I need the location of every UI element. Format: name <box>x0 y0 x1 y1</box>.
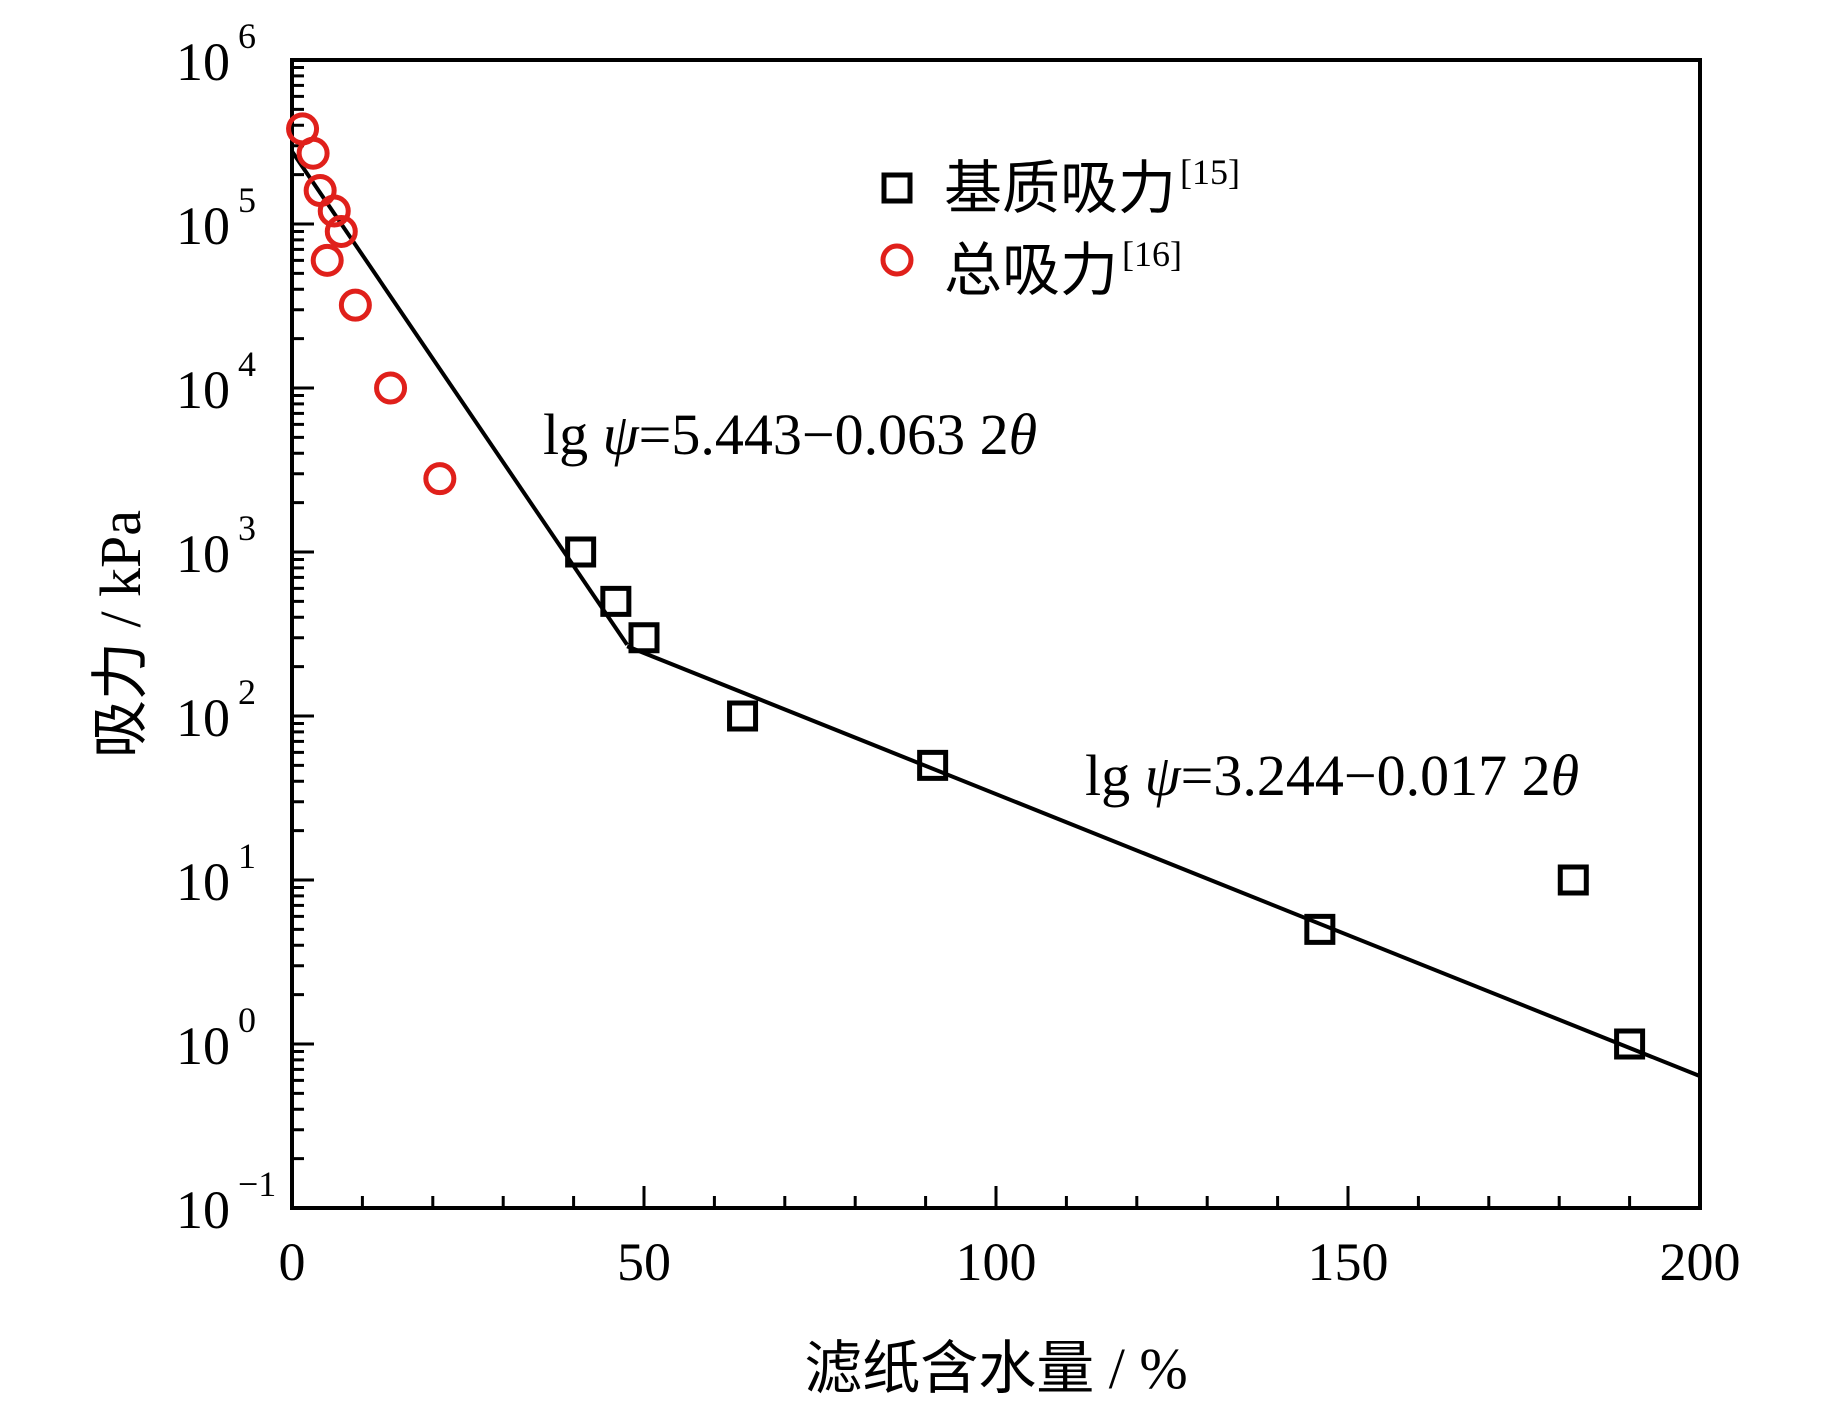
axis-ticks <box>290 58 1702 1210</box>
y-tick-label: 10 3 <box>176 508 256 584</box>
svg-text:4: 4 <box>238 344 256 384</box>
svg-text:0: 0 <box>238 1000 256 1040</box>
legend-label-matric-suction: 基质吸力 <box>944 156 1176 221</box>
square-marker <box>628 622 660 654</box>
svg-text:10: 10 <box>176 360 230 420</box>
svg-text:10: 10 <box>176 688 230 748</box>
y-tick-label: 10 −1 <box>176 1164 276 1240</box>
svg-text:10: 10 <box>176 1180 230 1240</box>
svg-text:2: 2 <box>238 672 256 712</box>
legend-ref-matric-suction: [15] <box>1180 152 1240 192</box>
circle-marker <box>338 288 372 322</box>
svg-text:1: 1 <box>238 836 256 876</box>
x-axis-title: 滤纸含水量 / % <box>804 1336 1187 1401</box>
svg-text:10: 10 <box>176 852 230 912</box>
square-marker <box>1304 913 1336 945</box>
square-marker <box>565 536 597 568</box>
legend: 基质吸力 [15] 总吸力 [16] <box>880 152 1240 303</box>
svg-text:−1: −1 <box>238 1164 276 1204</box>
y-tick-label: 10 0 <box>176 1000 256 1076</box>
square-marker <box>1557 864 1589 896</box>
x-tick-labels: 0 50 100 150 200 <box>279 1232 1741 1292</box>
y-tick-label: 10 2 <box>176 672 256 748</box>
y-tick-label: 10 4 <box>176 344 256 420</box>
circle-marker <box>374 371 408 405</box>
square-marker <box>1614 1028 1646 1060</box>
y-tick-label: 10 5 <box>176 180 256 256</box>
legend-label-total-suction: 总吸力 <box>944 238 1118 303</box>
x-tick-label: 0 <box>279 1232 306 1292</box>
svg-text:10: 10 <box>176 524 230 584</box>
svg-text:5: 5 <box>238 180 256 220</box>
square-marker <box>600 585 632 617</box>
square-marker <box>727 700 759 732</box>
plot-frame <box>290 58 1702 1210</box>
legend-circle-marker <box>880 243 914 277</box>
circle-marker <box>296 136 330 170</box>
fit-line-2 <box>626 644 1701 1079</box>
legend-square-marker <box>881 172 913 204</box>
svg-text:6: 6 <box>238 16 256 56</box>
y-tick-label: 10 1 <box>176 836 256 912</box>
circle-marker <box>310 243 344 277</box>
x-tick-label: 200 <box>1660 1232 1741 1292</box>
square-marker <box>917 749 949 781</box>
svg-text:3: 3 <box>238 508 256 548</box>
data-markers <box>286 112 1646 1060</box>
x-tick-label: 150 <box>1308 1232 1389 1292</box>
fit-lines <box>290 150 1701 1079</box>
x-tick-label: 50 <box>617 1232 671 1292</box>
circle-marker <box>423 462 457 496</box>
svg-text:10: 10 <box>176 196 230 256</box>
y-tick-label: 10 6 <box>176 16 256 92</box>
y-tick-labels: 10 6 10 5 10 4 10 3 10 2 10 1 10 0 10 −1 <box>176 16 276 1240</box>
circle-marker <box>317 194 351 228</box>
svg-text:10: 10 <box>176 32 230 92</box>
circle-marker <box>324 215 358 249</box>
fit-line-1 <box>290 150 629 646</box>
x-tick-label: 100 <box>956 1232 1037 1292</box>
fit-equation-1: lg ψ=5.443−0.063 2θ <box>543 402 1037 467</box>
legend-ref-total-suction: [16] <box>1122 234 1182 274</box>
fit-equation-2: lg ψ=3.244−0.017 2θ <box>1085 743 1579 808</box>
y-axis-title: 吸力 / kPa <box>88 510 153 758</box>
svg-text:10: 10 <box>176 1016 230 1076</box>
